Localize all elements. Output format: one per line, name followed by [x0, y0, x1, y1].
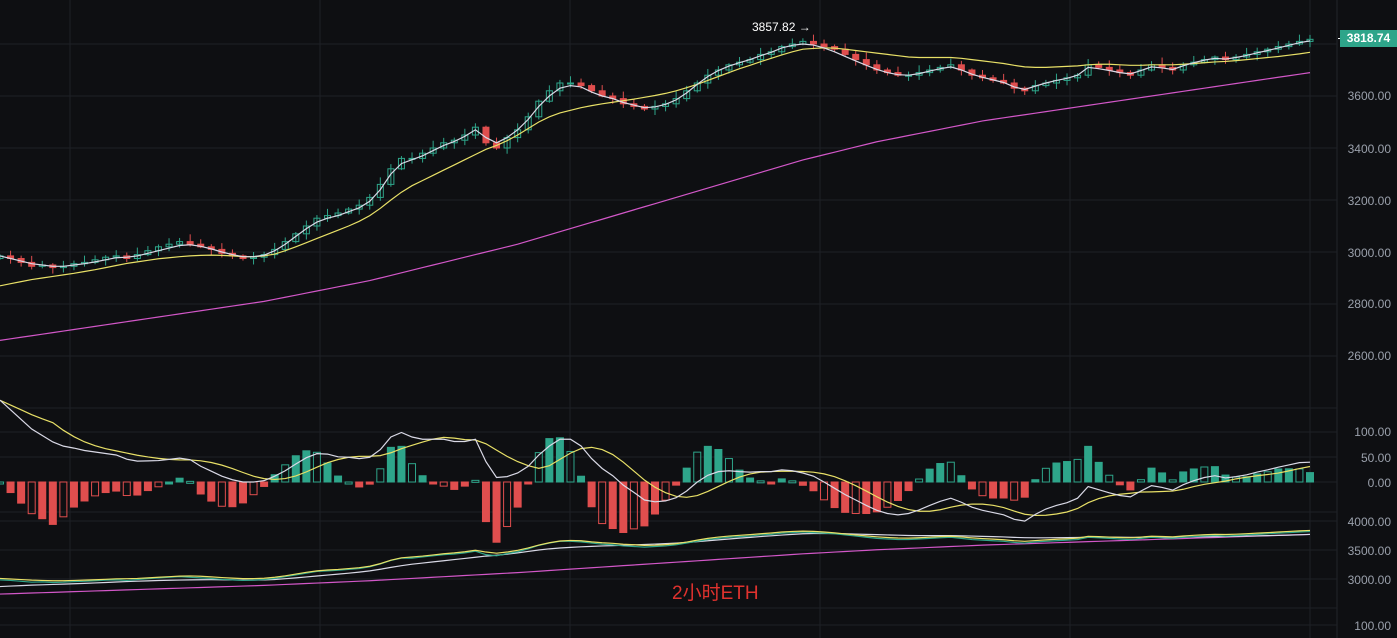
macd-axis-tick: 50.00 [1360, 451, 1391, 465]
price-axis-tick: 3200.00 [1347, 194, 1391, 208]
overlay-axis-tick: 4000.00 [1347, 515, 1391, 529]
high-value: 3857.82 [752, 20, 796, 34]
price-axis-tick: 3000.00 [1347, 246, 1391, 260]
chart-watermark: 2小时ETH [672, 583, 759, 604]
sub-axis-tick: 100.00 [1354, 619, 1391, 633]
arrow-right-icon: → [798, 20, 811, 34]
last-price-tag: 3818.74 [1340, 30, 1397, 47]
price-axis-tick: 3600.00 [1347, 89, 1391, 103]
price-axis-tick: 3400.00 [1347, 142, 1391, 156]
price-axis-tick: 2600.00 [1347, 349, 1391, 363]
macd-axis-tick: 0.00 [1367, 476, 1391, 490]
overlay-axis-tick: 3000.00 [1347, 573, 1391, 587]
high-annotation: 3857.82 → [752, 20, 811, 34]
overlay-axis-tick: 3500.00 [1347, 544, 1391, 558]
macd-axis-tick: 100.00 [1354, 425, 1391, 439]
price-axis-tick: 2800.00 [1347, 297, 1391, 311]
